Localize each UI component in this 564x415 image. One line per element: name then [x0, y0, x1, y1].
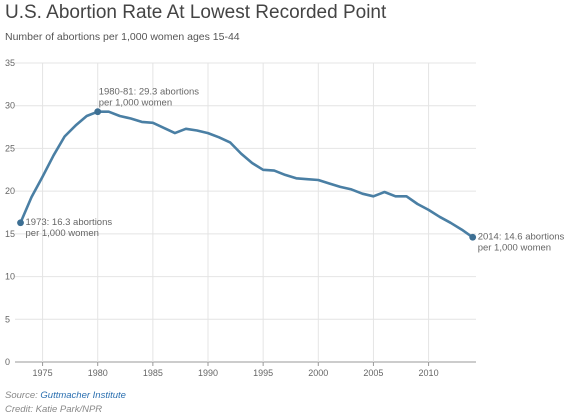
x-tick-label: 1975	[33, 368, 53, 378]
y-tick-label: 15	[5, 229, 15, 239]
y-tick-label: 20	[5, 186, 15, 196]
annotated-point	[469, 233, 477, 241]
y-tick-label: 0	[5, 357, 10, 367]
annotation-label: 2014: 14.6 abortions	[478, 231, 564, 242]
x-tick-label: 2005	[363, 368, 383, 378]
source-note: Source: Guttmacher Institute	[5, 390, 126, 401]
y-tick-label: 10	[5, 272, 15, 282]
annotation-label: per 1,000 women	[26, 228, 99, 239]
x-tick-label: 1980	[88, 368, 108, 378]
annotated-point	[94, 108, 102, 116]
x-tick-label: 1985	[143, 368, 163, 378]
chart-subtitle: Number of abortions per 1,000 women ages…	[5, 31, 240, 43]
y-tick-label: 25	[5, 143, 15, 153]
y-tick-labels: 0 5 10 15 20 25 30 35	[5, 58, 15, 367]
y-tick-label: 5	[5, 314, 10, 324]
source-link[interactable]: Guttmacher Institute	[40, 390, 126, 401]
x-tick-label: 2010	[419, 368, 439, 378]
annotation-label: 1973: 16.3 abortions	[26, 217, 113, 228]
x-tick-labels: 1975 1980 1985 1990 1995 2000 2005 2010	[33, 368, 439, 378]
annotation-label: per 1,000 women	[99, 98, 172, 109]
credit-note: Credit: Katie Park/NPR	[5, 404, 103, 415]
chart-title: U.S. Abortion Rate At Lowest Recorded Po…	[5, 2, 387, 23]
x-tick-label: 2000	[308, 368, 328, 378]
x-tick-label: 1990	[198, 368, 218, 378]
x-tick-label: 1995	[253, 368, 273, 378]
annotation-label: 1980-81: 29.3 abortions	[99, 87, 200, 98]
annotated-point	[17, 219, 24, 227]
annotation-label: per 1,000 women	[478, 242, 551, 253]
source-label: Source:	[5, 390, 41, 401]
annotated-points	[17, 108, 477, 241]
grid-lines	[15, 62, 476, 366]
y-tick-label: 35	[5, 58, 15, 68]
y-tick-label: 30	[5, 101, 15, 111]
